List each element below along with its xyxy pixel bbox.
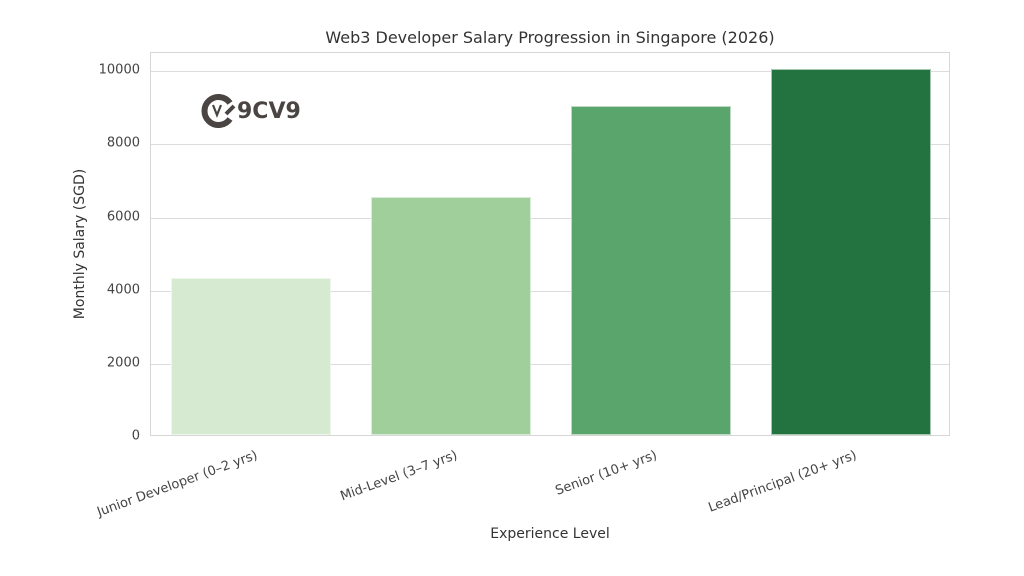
x-tick-label: Lead/Principal (20+ yrs)	[706, 448, 859, 516]
9cv9-logo-icon	[201, 94, 236, 128]
gridline	[151, 290, 949, 292]
gridline	[151, 363, 949, 365]
bar	[771, 69, 931, 435]
x-tick-label: Junior Developer (0–2 yrs)	[95, 448, 260, 521]
y-tick-label: 8000	[106, 135, 140, 151]
x-tick-label: Mid-Level (3–7 yrs)	[338, 448, 460, 505]
bar	[371, 197, 531, 435]
y-tick-label: 4000	[106, 282, 140, 298]
plot-area	[150, 52, 950, 436]
y-axis-label: Monthly Salary (SGD)	[72, 168, 88, 320]
y-tick-label: 6000	[106, 209, 140, 225]
gridline	[151, 71, 949, 73]
y-tick-label: 10000	[98, 62, 140, 78]
x-axis-label: Experience Level	[490, 526, 610, 542]
gridline	[151, 217, 949, 219]
brand-logo: 9CV9	[200, 94, 301, 128]
x-tick-label: Senior (10+ yrs)	[553, 448, 660, 499]
chart-title: Web3 Developer Salary Progression in Sin…	[325, 28, 775, 47]
bar	[571, 105, 731, 435]
y-tick-label: 0	[131, 428, 140, 444]
bar	[171, 277, 331, 435]
y-tick-label: 2000	[106, 355, 140, 371]
logo-text: 9CV9	[237, 98, 301, 124]
gridline	[151, 144, 949, 146]
